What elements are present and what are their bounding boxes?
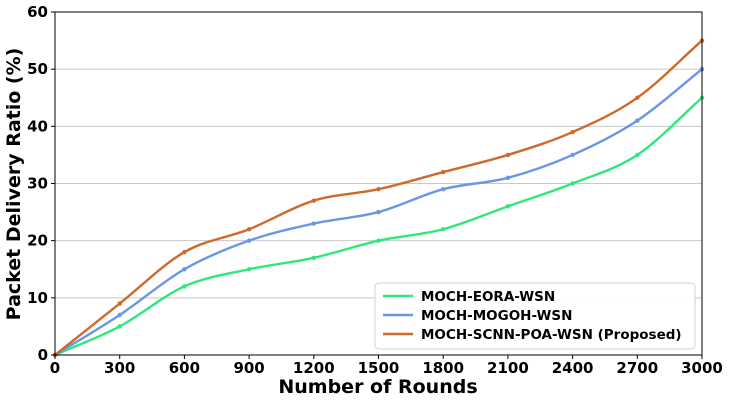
x-tick-label: 900 bbox=[233, 359, 264, 377]
data-point-scnn-poa bbox=[246, 227, 252, 232]
data-point-scnn-poa bbox=[570, 129, 575, 135]
x-tick-label: 1800 bbox=[422, 359, 464, 377]
legend-label-eora: MOCH-EORA-WSN bbox=[421, 289, 555, 305]
gridlines bbox=[55, 68, 702, 299]
x-tick-label: 2400 bbox=[552, 359, 594, 377]
x-tick-label: 1200 bbox=[293, 359, 335, 377]
data-point-scnn-poa bbox=[182, 249, 187, 255]
y-tick-label: 40 bbox=[27, 117, 48, 135]
data-point-scnn-poa bbox=[441, 169, 446, 175]
y-tick-label: 50 bbox=[27, 60, 48, 78]
x-tick-label: 2100 bbox=[487, 359, 529, 377]
data-point-scnn-poa bbox=[505, 152, 511, 158]
x-tick-label: 3000 bbox=[681, 359, 723, 377]
data-point-mogoh bbox=[376, 209, 381, 215]
data-point-scnn-poa bbox=[311, 198, 316, 203]
axes bbox=[51, 11, 703, 359]
y-tick-label: 0 bbox=[38, 346, 48, 364]
x-tick-label: 1500 bbox=[358, 359, 400, 377]
series-mogoh bbox=[52, 66, 705, 358]
legend-label-scnn-poa: MOCH-SCNN-POA-WSN (Proposed) bbox=[421, 327, 682, 343]
data-point-eora bbox=[570, 181, 575, 186]
x-tick-label: 300 bbox=[104, 359, 135, 377]
x-tick-label: 2700 bbox=[616, 359, 658, 377]
x-tick-label: 0 bbox=[50, 359, 60, 377]
data-point-mogoh bbox=[311, 221, 316, 226]
legend: MOCH-EORA-WSN MOCH-MOGOH-WSN MOCH-SCNN-P… bbox=[374, 282, 696, 350]
data-point-eora bbox=[441, 227, 446, 232]
data-point-eora bbox=[376, 238, 381, 243]
data-point-eora bbox=[117, 324, 122, 329]
data-point-mogoh bbox=[635, 118, 640, 123]
data-point-mogoh bbox=[441, 187, 446, 192]
data-point-eora bbox=[182, 284, 187, 289]
data-point-mogoh bbox=[182, 267, 187, 272]
data-point-scnn-poa bbox=[635, 95, 640, 100]
legend-label-mogoh: MOCH-MOGOH-WSN bbox=[421, 308, 572, 324]
y-tick-label: 20 bbox=[27, 232, 48, 250]
data-point-eora bbox=[635, 152, 640, 158]
data-point-eora bbox=[311, 255, 316, 261]
data-point-mogoh bbox=[246, 238, 252, 243]
data-point-eora bbox=[246, 267, 252, 272]
y-tick-label: 30 bbox=[27, 175, 48, 193]
data-point-scnn-poa bbox=[117, 301, 122, 306]
data-point-eora bbox=[505, 204, 511, 209]
data-point-mogoh bbox=[117, 312, 122, 318]
data-point-scnn-poa bbox=[376, 187, 381, 192]
plot-frame bbox=[54, 11, 703, 356]
y-tick-label: 10 bbox=[27, 289, 48, 307]
data-point-mogoh bbox=[570, 152, 575, 158]
legend-box bbox=[374, 282, 696, 350]
x-tick-label: 600 bbox=[169, 359, 200, 377]
y-axis-label: Packet Delivery Ratio (%) bbox=[3, 48, 25, 321]
data-point-mogoh bbox=[505, 175, 511, 180]
y-tick-label: 60 bbox=[27, 3, 48, 21]
x-axis-label: Number of Rounds bbox=[278, 376, 477, 398]
